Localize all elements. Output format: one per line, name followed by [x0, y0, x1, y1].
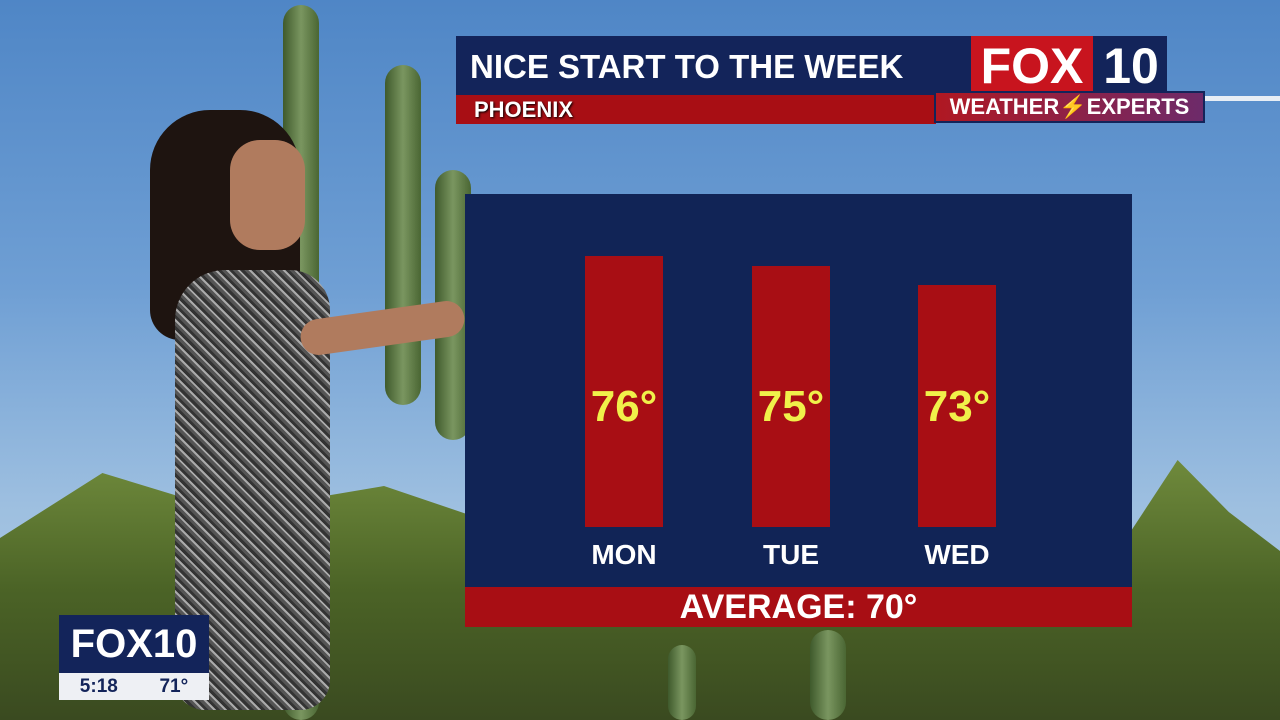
saguaro-arm: [385, 65, 421, 405]
tagline-left: WEATHER: [949, 94, 1060, 119]
fox10-logo: FOX 10: [971, 36, 1167, 96]
logo-fox: FOX: [971, 36, 1093, 96]
bug-logo: FOX10: [59, 615, 209, 673]
small-cactus: [810, 630, 846, 720]
current-temp: 71°: [159, 675, 189, 697]
current-time: 5:18: [79, 675, 118, 697]
headline: NICE START TO THE WEEK: [456, 36, 976, 95]
weather-experts-badge: WEATHER⚡EXPERTS: [934, 91, 1205, 123]
category-label: MON: [591, 539, 657, 570]
bar-wed: [918, 285, 996, 527]
tagline-right: EXPERTS: [1086, 94, 1190, 119]
station-bug: FOX10 5:18 71°: [59, 615, 209, 700]
presenter-face: [230, 140, 305, 250]
bar-value-label: 73°: [923, 382, 991, 431]
category-label: WED: [924, 539, 990, 570]
location-label: PHOENIX: [456, 95, 936, 124]
logo-number: 10: [1103, 38, 1159, 94]
category-label: TUE: [763, 539, 819, 570]
temperature-bar-chart: 76° MON 75° TUE 73° WED: [465, 194, 1132, 587]
small-cactus: [668, 645, 696, 720]
divider-line: [1205, 96, 1280, 101]
bar-value-label: 75°: [757, 382, 825, 431]
bar-value-label: 76°: [590, 382, 658, 431]
bar-tue: [752, 266, 830, 527]
average-temperature: AVERAGE: 70°: [465, 587, 1132, 627]
bar-mon: [585, 256, 663, 527]
lightning-bolt-icon: ⚡: [1059, 94, 1087, 119]
